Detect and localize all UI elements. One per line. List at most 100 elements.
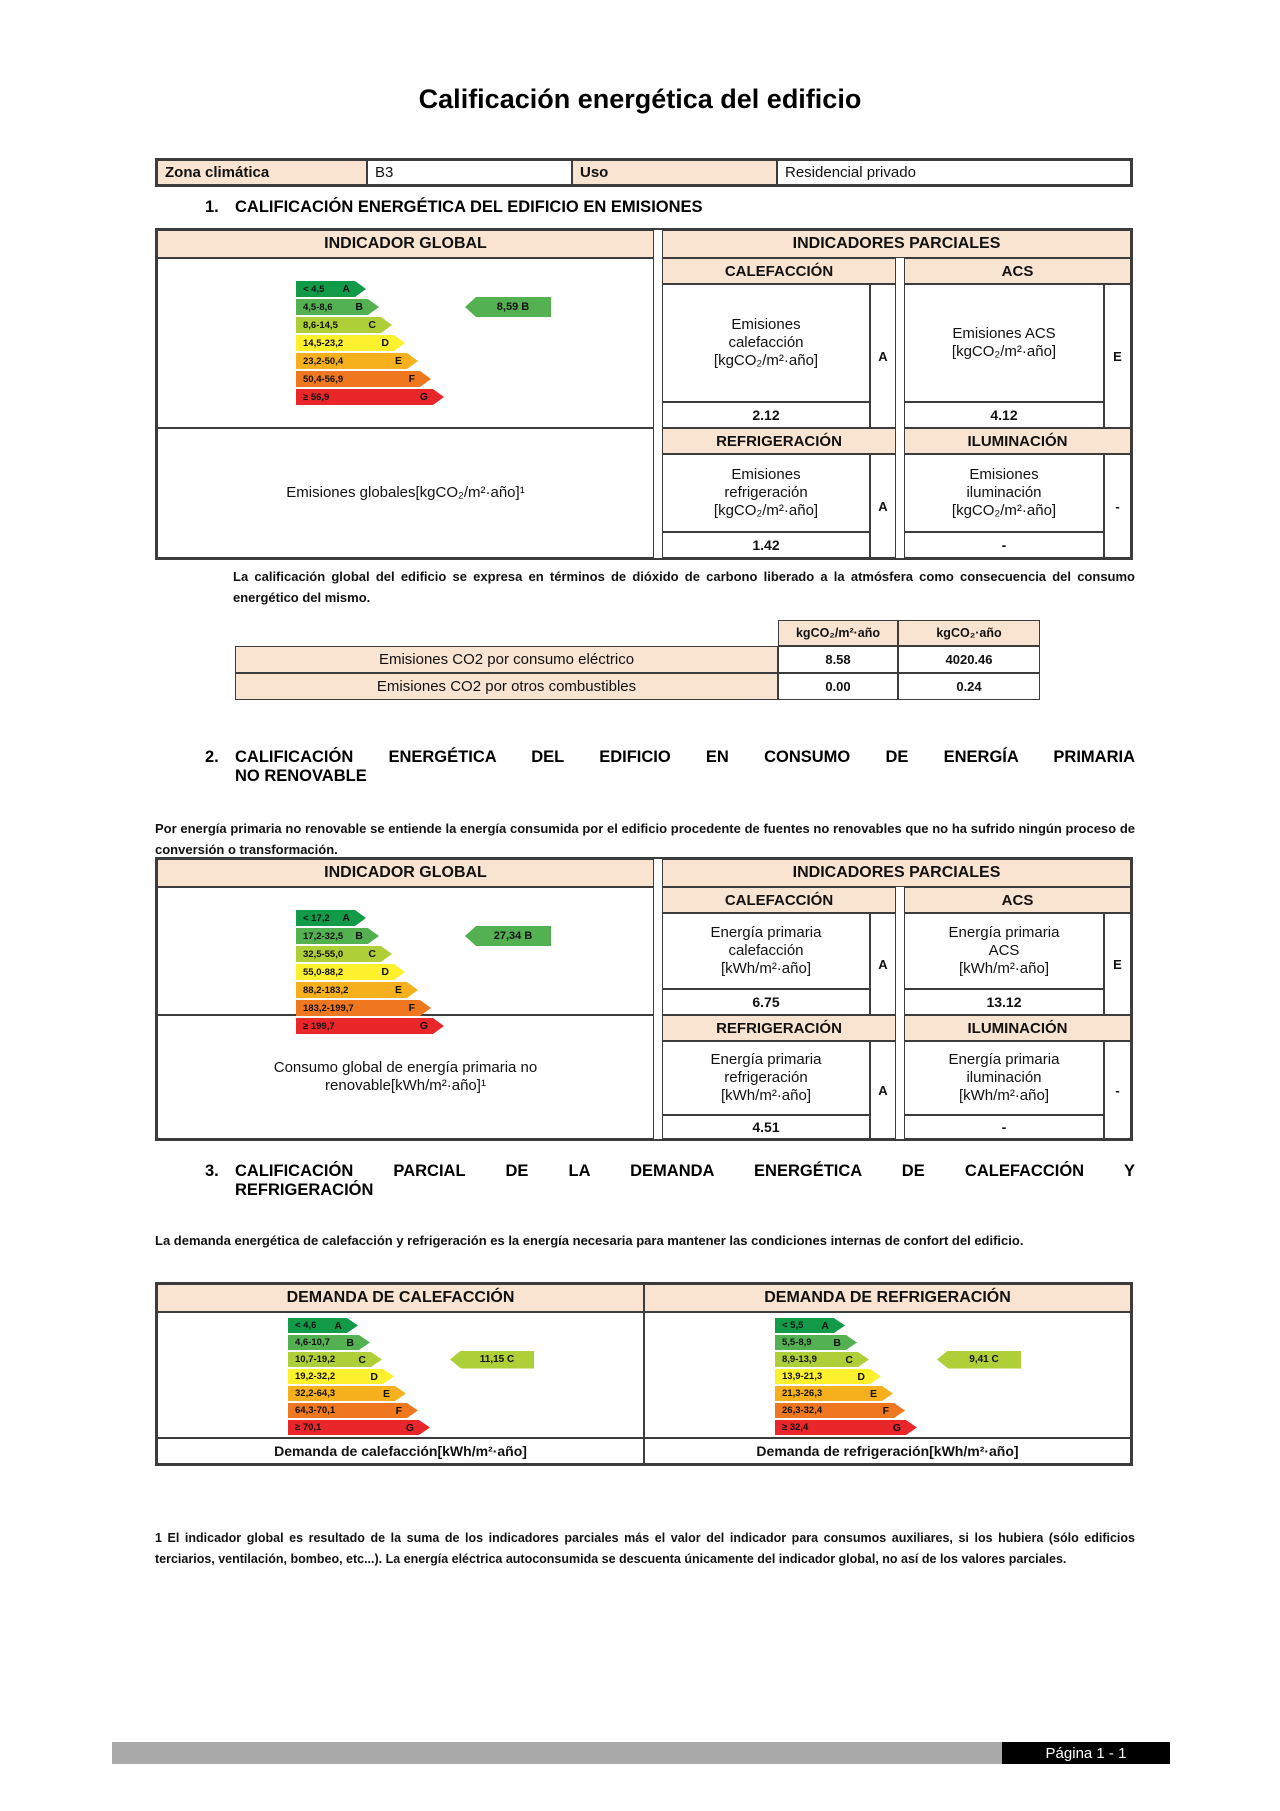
band-range: 183,2-199,7	[303, 1002, 354, 1014]
band-range: ≥ 199,7	[303, 1020, 335, 1032]
rating-arrow: 27,34 B	[465, 926, 551, 946]
section3-title-line1: CALIFICACIÓN PARCIAL DE LA DEMANDA ENERG…	[235, 1162, 1135, 1180]
refrigeracion-value: 1.42	[662, 532, 870, 558]
scale-band-f: 50,4-56,9 F	[296, 371, 431, 387]
cooling-demand-header: DEMANDA DE REFRIGERACIÓN	[644, 1284, 1131, 1312]
acs-header: ACS	[904, 258, 1131, 284]
scale-band-f: 183,2-199,7 F	[296, 1000, 431, 1016]
band-letter: D	[381, 966, 389, 978]
band-range: 21,3-26,3	[782, 1388, 823, 1399]
band-range: 8,6-14,5	[303, 319, 338, 331]
scale-band-a: < 5,5 A	[775, 1318, 845, 1333]
group-divider	[896, 887, 904, 1139]
scale-band-g: ≥ 32,4 G	[775, 1420, 917, 1435]
band-range: 32,2-64,3	[295, 1388, 336, 1399]
heating-demand-rating-scale: < 4,6 A 4,6-10,7 B 10,7-19,2 C 19,2-32,2 D 32,2-…	[158, 1313, 643, 1437]
scale-band-d: 19,2-32,2 D	[288, 1369, 394, 1384]
band-letter: B	[355, 930, 363, 942]
band-letter: A	[342, 912, 350, 924]
heating-demand-caption: Demanda de calefacción[kWh/m²·año]	[157, 1438, 644, 1464]
band-letter: A	[821, 1319, 829, 1332]
scale-band-b: 4,5-8,6 B	[296, 299, 379, 315]
refrigeracion-header: REFRIGERACIÓN	[662, 1015, 896, 1041]
scale-band-g: ≥ 56,9 G	[296, 389, 444, 405]
band-letter: G	[892, 1421, 901, 1434]
scale-band-e: 23,2-50,4 E	[296, 353, 418, 369]
band-letter: C	[368, 948, 376, 960]
iluminacion-value: -	[904, 1115, 1104, 1139]
band-range: ≥ 32,4	[782, 1422, 809, 1433]
rating-arrow: 8,59 B	[465, 297, 551, 317]
group-divider	[896, 258, 904, 558]
footnote: 1 El indicador global es resultado de la…	[155, 1531, 1135, 1566]
band-range: 5,5-8,9	[782, 1337, 812, 1348]
footer-bar: Página 1 - 1	[112, 1742, 1170, 1764]
iluminacion-header: ILUMINACIÓN	[904, 1015, 1131, 1041]
band-range: 26,3-32,4	[782, 1405, 823, 1416]
section2-title-line2: NO RENOVABLE	[235, 767, 367, 785]
band-letter: E	[394, 984, 402, 996]
band-letter: D	[857, 1370, 865, 1383]
page-number-badge: Página 1 - 1	[1002, 1742, 1170, 1764]
band-letter: C	[845, 1353, 853, 1366]
scale-band-e: 21,3-26,3 E	[775, 1386, 893, 1401]
band-letter: B	[833, 1336, 841, 1349]
scale-band-d: 55,0-88,2 D	[296, 964, 405, 980]
band-range: 13,9-21,3	[782, 1371, 823, 1382]
global-scale-cell: < 17,2 A 17,2-32,5 B 32,5-55,0 C 55,0-88,2 D 88,…	[157, 887, 654, 1015]
co2-col-header-2: kgCO₂·año	[898, 620, 1040, 646]
acs-label: Emisiones ACS [kgCO₂/m²·año]	[904, 284, 1104, 402]
cooling-demand-scale-cell: < 5,5 A 5,5-8,9 B 8,9-13,9 C 13,9-21,3 D 21,3-26…	[644, 1312, 1131, 1438]
acs-label: Energía primaria ACS [kWh/m²·año]	[904, 913, 1104, 989]
band-range: 4,6-10,7	[295, 1337, 330, 1348]
band-letter: G	[419, 1020, 428, 1032]
acs-value: 13.12	[904, 989, 1104, 1015]
scale-band-c: 8,6-14,5 C	[296, 317, 392, 333]
band-range: 32,5-55,0	[303, 948, 344, 960]
primary-energy-rating-scale: < 17,2 A 17,2-32,5 B 32,5-55,0 C 55,0-88,2 D 88,…	[158, 888, 653, 1014]
section1-number: 1.	[205, 198, 219, 216]
band-range: 55,0-88,2	[303, 966, 344, 978]
band-letter: F	[882, 1404, 889, 1417]
section3-heading: 3. CALIFICACIÓN PARCIAL DE LA DEMANDA EN…	[205, 1162, 1135, 1200]
iluminacion-label: Energía primaria iluminación [kWh/m²·año…	[904, 1041, 1104, 1115]
scale-band-d: 13,9-21,3 D	[775, 1369, 881, 1384]
section1-heading: 1. CALIFICACIÓN ENERGÉTICA DEL EDIFICIO …	[205, 198, 1135, 217]
scale-band-b: 5,5-8,9 B	[775, 1335, 857, 1350]
calefaccion-letter: A	[870, 284, 896, 428]
band-range: ≥ 56,9	[303, 391, 330, 403]
climate-zone-table: Zona climática B3 Uso Residencial privad…	[155, 158, 1133, 187]
band-letter: D	[381, 337, 389, 349]
band-range: ≥ 70,1	[295, 1422, 322, 1433]
heating-demand-header: DEMANDA DE CALEFACCIÓN	[157, 1284, 644, 1312]
heating-demand-scale-cell: < 4,6 A 4,6-10,7 B 10,7-19,2 C 19,2-32,2 D 32,2-…	[157, 1312, 644, 1438]
scale-band-c: 32,5-55,0 C	[296, 946, 392, 962]
partial-indicators-header: INDICADORES PARCIALES	[662, 230, 1131, 258]
section3-intro: La demanda energética de calefacción y r…	[155, 1233, 1024, 1248]
scale-band-f: 64,3-70,1 F	[288, 1403, 418, 1418]
zona-climatica-label: Zona climática	[157, 160, 367, 185]
refrigeracion-label: Emisiones refrigeración [kgCO₂/m²·año]	[662, 454, 870, 532]
demand-table: DEMANDA DE CALEFACCIÓN DEMANDA DE REFRIG…	[155, 1282, 1133, 1466]
section3-title-line2: REFRIGERACIÓN	[235, 1181, 374, 1199]
cooling-demand-caption: Demanda de refrigeración[kWh/m²·año]	[644, 1438, 1131, 1464]
co2-header-spacer	[235, 620, 778, 646]
uso-label: Uso	[572, 160, 777, 185]
refrigeracion-header: REFRIGERACIÓN	[662, 428, 896, 454]
band-letter: A	[334, 1319, 342, 1332]
table-divider	[654, 859, 662, 1139]
cooling-demand-rating-scale: < 5,5 A 5,5-8,9 B 8,9-13,9 C 13,9-21,3 D 21,3-26…	[645, 1313, 1130, 1437]
band-range: 4,5-8,6	[303, 301, 333, 313]
scale-band-e: 32,2-64,3 E	[288, 1386, 406, 1401]
calefaccion-value: 6.75	[662, 989, 870, 1015]
partial-indicators-header: INDICADORES PARCIALES	[662, 859, 1131, 887]
rating-arrow: 9,41 C	[937, 1350, 1021, 1369]
calefaccion-value: 2.12	[662, 402, 870, 428]
primary-energy-indicator-table: INDICADOR GLOBAL INDICADORES PARCIALES <…	[155, 857, 1133, 1141]
band-letter: F	[408, 373, 415, 385]
band-range: < 17,2	[303, 912, 330, 924]
section2-title-line1: CALIFICACIÓN ENERGÉTICA DEL EDIFICIO EN …	[235, 748, 1135, 766]
calefaccion-letter: A	[870, 913, 896, 1015]
band-letter: A	[342, 283, 350, 295]
co2-row-label: Emisiones CO2 por otros combustibles	[235, 673, 778, 700]
